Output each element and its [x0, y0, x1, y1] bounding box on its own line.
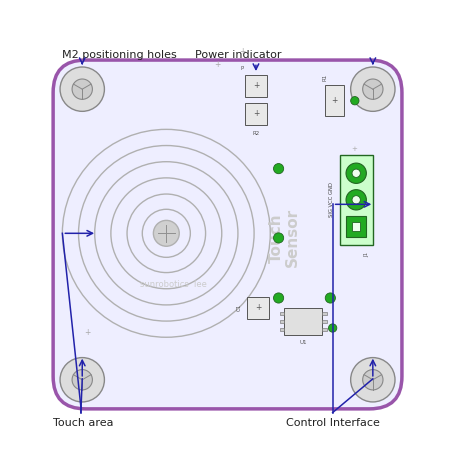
Bar [247, 297, 269, 319]
Circle shape [351, 97, 359, 105]
Text: +: + [331, 96, 338, 105]
Text: R1: R1 [323, 73, 328, 81]
Bar [245, 75, 267, 97]
Text: SIG VCC GND: SIG VCC GND [329, 182, 334, 217]
Circle shape [153, 220, 179, 246]
Text: R2: R2 [252, 131, 260, 136]
Text: J1: J1 [365, 252, 370, 257]
Circle shape [328, 324, 337, 332]
Text: Power indicator: Power indicator [195, 50, 281, 60]
Text: M2 positioning holes: M2 positioning holes [62, 50, 177, 60]
Text: +: + [255, 303, 261, 312]
Circle shape [60, 67, 104, 111]
Circle shape [352, 169, 360, 177]
Circle shape [72, 370, 92, 390]
FancyBboxPatch shape [53, 60, 402, 409]
Circle shape [346, 189, 366, 210]
Text: +: + [85, 328, 91, 337]
Text: +: + [253, 81, 259, 91]
Text: +: + [352, 146, 357, 152]
Bar [322, 320, 327, 323]
Circle shape [274, 164, 284, 174]
Circle shape [351, 358, 395, 402]
Bar [322, 312, 327, 315]
Bar [340, 155, 373, 245]
Circle shape [363, 79, 383, 99]
Circle shape [346, 163, 366, 183]
Circle shape [351, 67, 395, 111]
Bar [280, 312, 284, 315]
Text: U1: U1 [299, 340, 307, 346]
Text: +: + [214, 60, 220, 69]
Text: sunrobotics  lee: sunrobotics lee [140, 280, 207, 289]
Text: +: + [253, 109, 259, 118]
Text: C1: C1 [237, 304, 242, 311]
Bar [245, 103, 267, 125]
Circle shape [274, 233, 284, 243]
Circle shape [363, 370, 383, 390]
Text: +: + [239, 47, 246, 56]
Circle shape [72, 79, 92, 99]
Circle shape [325, 293, 335, 303]
Bar [280, 320, 284, 323]
Text: P: P [240, 66, 244, 71]
Circle shape [274, 293, 284, 303]
Bar [325, 85, 344, 116]
Circle shape [352, 196, 360, 204]
Circle shape [60, 358, 104, 402]
Text: Control Interface: Control Interface [286, 418, 380, 428]
Bar [322, 328, 327, 331]
Bar [280, 328, 284, 331]
Bar [346, 216, 366, 237]
Bar [352, 222, 360, 231]
Bar [284, 308, 322, 335]
Text: Touch area: Touch area [53, 418, 114, 428]
Text: Touch
Sensor: Touch Sensor [268, 208, 300, 267]
